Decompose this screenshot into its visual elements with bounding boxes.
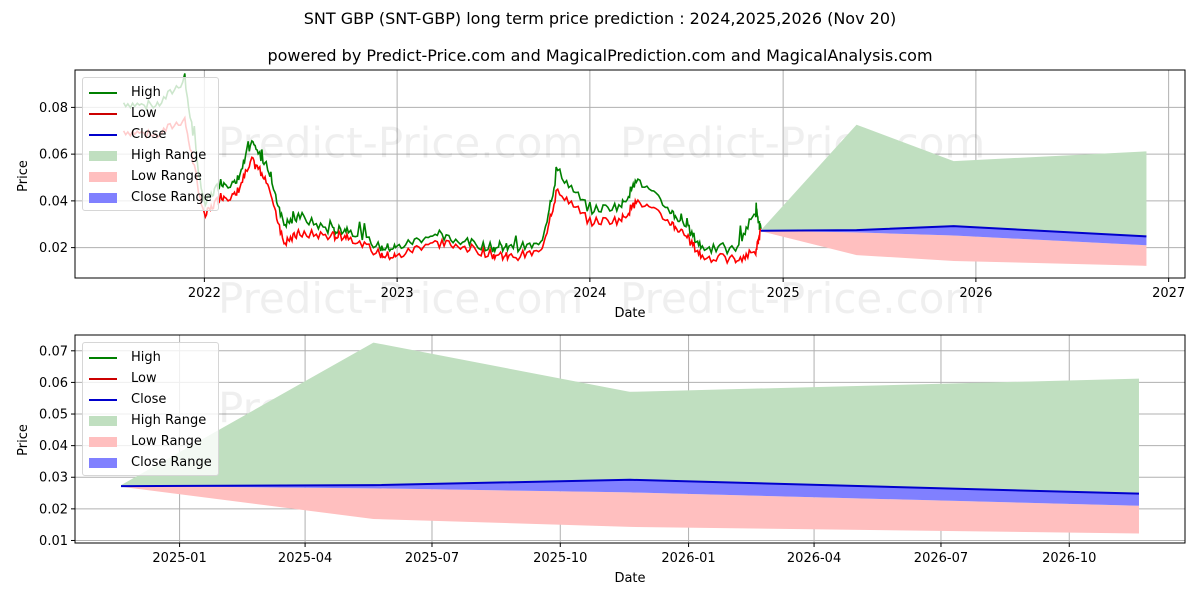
y-tick-label: 0.02 <box>39 502 68 517</box>
chart-subtitle: powered by Predict-Price.com and Magical… <box>267 46 933 65</box>
y-tick-label: 0.06 <box>39 148 68 163</box>
legend-item-high: High <box>89 82 212 103</box>
top-ticks: 0.02 0.04 0.06 0.08 2022 2023 2024 2025 2026 2027 <box>39 101 1185 301</box>
x-tick-label: 2026-07 <box>914 551 968 566</box>
top-forecast-series <box>760 124 1147 266</box>
close-line <box>121 478 1140 495</box>
legend-item-close-range: Close Range <box>89 452 212 473</box>
y-tick-label: 0.07 <box>39 344 68 359</box>
legend-item-high: High <box>89 347 212 368</box>
x-tick-label: 2026-04 <box>787 551 841 566</box>
x-tick-label: 2026-01 <box>661 551 715 566</box>
legend-patch-swatch <box>89 192 117 203</box>
legend-item-low-range: Low Range <box>89 166 212 187</box>
legend-label: High Range <box>131 148 207 163</box>
legend-item-low: Low <box>89 103 212 124</box>
legend-item-low-range: Low Range <box>89 431 212 452</box>
legend-line-swatch <box>89 377 117 380</box>
legend-label: High Range <box>131 413 207 428</box>
legend-line-swatch <box>89 91 117 94</box>
legend-label: Low Range <box>131 169 202 184</box>
legend-item-close: Close <box>89 389 212 410</box>
y-tick-label: 0.05 <box>39 408 68 423</box>
legend-label: Close <box>131 392 167 407</box>
watermark: Predict-Price.com <box>218 118 583 167</box>
legend-item-low: Low <box>89 368 212 389</box>
top-legend: High Low Close High Range Low Range Close Ran… <box>82 77 219 211</box>
top-ylabel: Price <box>16 160 31 192</box>
watermark: Predict-Price.com <box>620 274 985 323</box>
watermark: Predict-Price.com <box>218 274 583 323</box>
y-tick-label: 0.03 <box>39 471 68 486</box>
legend-label: High <box>131 350 161 365</box>
bottom-legend: High Low Close High Range Low Range Close Ran… <box>82 342 219 476</box>
bottom-axes-frame <box>74 334 1186 544</box>
x-tick-label: 2026 <box>959 286 992 301</box>
bottom-ticks: 0.01 0.02 0.03 0.04 0.05 0.06 0.07 2025-01 2025-… <box>39 344 1096 566</box>
legend-item-close-range: Close Range <box>89 187 212 208</box>
y-tick-label: 0.04 <box>39 194 68 209</box>
legend-label: Close Range <box>131 455 212 470</box>
legend-patch-swatch <box>89 415 117 426</box>
close-line <box>760 225 1147 238</box>
x-tick-label: 2025 <box>767 286 800 301</box>
x-tick-label: 2027 <box>1152 286 1185 301</box>
legend-label: High <box>131 85 161 100</box>
top-axes-frame <box>74 69 1186 279</box>
top-xlabel: Date <box>614 306 645 321</box>
y-tick-label: 0.08 <box>39 101 68 116</box>
y-tick-label: 0.02 <box>39 241 68 256</box>
x-tick-label: 2026-10 <box>1042 551 1096 566</box>
y-tick-label: 0.01 <box>39 534 68 549</box>
low-range-area <box>121 486 1139 534</box>
legend-label: Low <box>131 106 157 121</box>
low-line <box>122 115 762 266</box>
legend-patch-swatch <box>89 457 117 468</box>
top-history-series <box>122 73 762 266</box>
legend-label: Close Range <box>131 190 212 205</box>
bottom-forecast-series <box>121 342 1140 534</box>
top-watermarks: Predict-Price.com Predict-Price.com Predic… <box>218 118 985 323</box>
legend-label: Low <box>131 371 157 386</box>
y-tick-label: 0.04 <box>39 439 68 454</box>
legend-label: Low Range <box>131 434 202 449</box>
top-chart: Predict-Price.com Predict-Price.com Predic… <box>16 69 1186 323</box>
legend-line-swatch <box>89 133 117 136</box>
close-range-area <box>121 479 1139 506</box>
legend-line-swatch <box>89 356 117 359</box>
high-line <box>122 73 762 256</box>
chart-title: SNT GBP (SNT-GBP) long term price predic… <box>303 9 897 28</box>
legend-item-high-range: High Range <box>89 410 212 431</box>
x-tick-label: 2023 <box>381 286 414 301</box>
x-tick-label: 2024 <box>573 286 606 301</box>
bottom-xlabel: Date <box>614 571 645 586</box>
legend-item-high-range: High Range <box>89 145 212 166</box>
high-range-area <box>121 342 1139 494</box>
y-tick-label: 0.06 <box>39 376 68 391</box>
x-tick-label: 2025-01 <box>152 551 206 566</box>
legend-label: Close <box>131 127 167 142</box>
high-range-area <box>760 124 1147 237</box>
legend-line-swatch <box>89 398 117 401</box>
legend-patch-swatch <box>89 436 117 447</box>
x-tick-label: 2025-04 <box>278 551 332 566</box>
legend-patch-swatch <box>89 171 117 182</box>
x-tick-label: 2022 <box>188 286 221 301</box>
x-tick-label: 2025-07 <box>405 551 459 566</box>
legend-patch-swatch <box>89 150 117 161</box>
low-range-area <box>760 230 1147 266</box>
legend-item-close: Close <box>89 124 212 145</box>
bottom-ylabel: Price <box>16 424 31 456</box>
x-tick-label: 2025-10 <box>533 551 587 566</box>
legend-line-swatch <box>89 112 117 115</box>
